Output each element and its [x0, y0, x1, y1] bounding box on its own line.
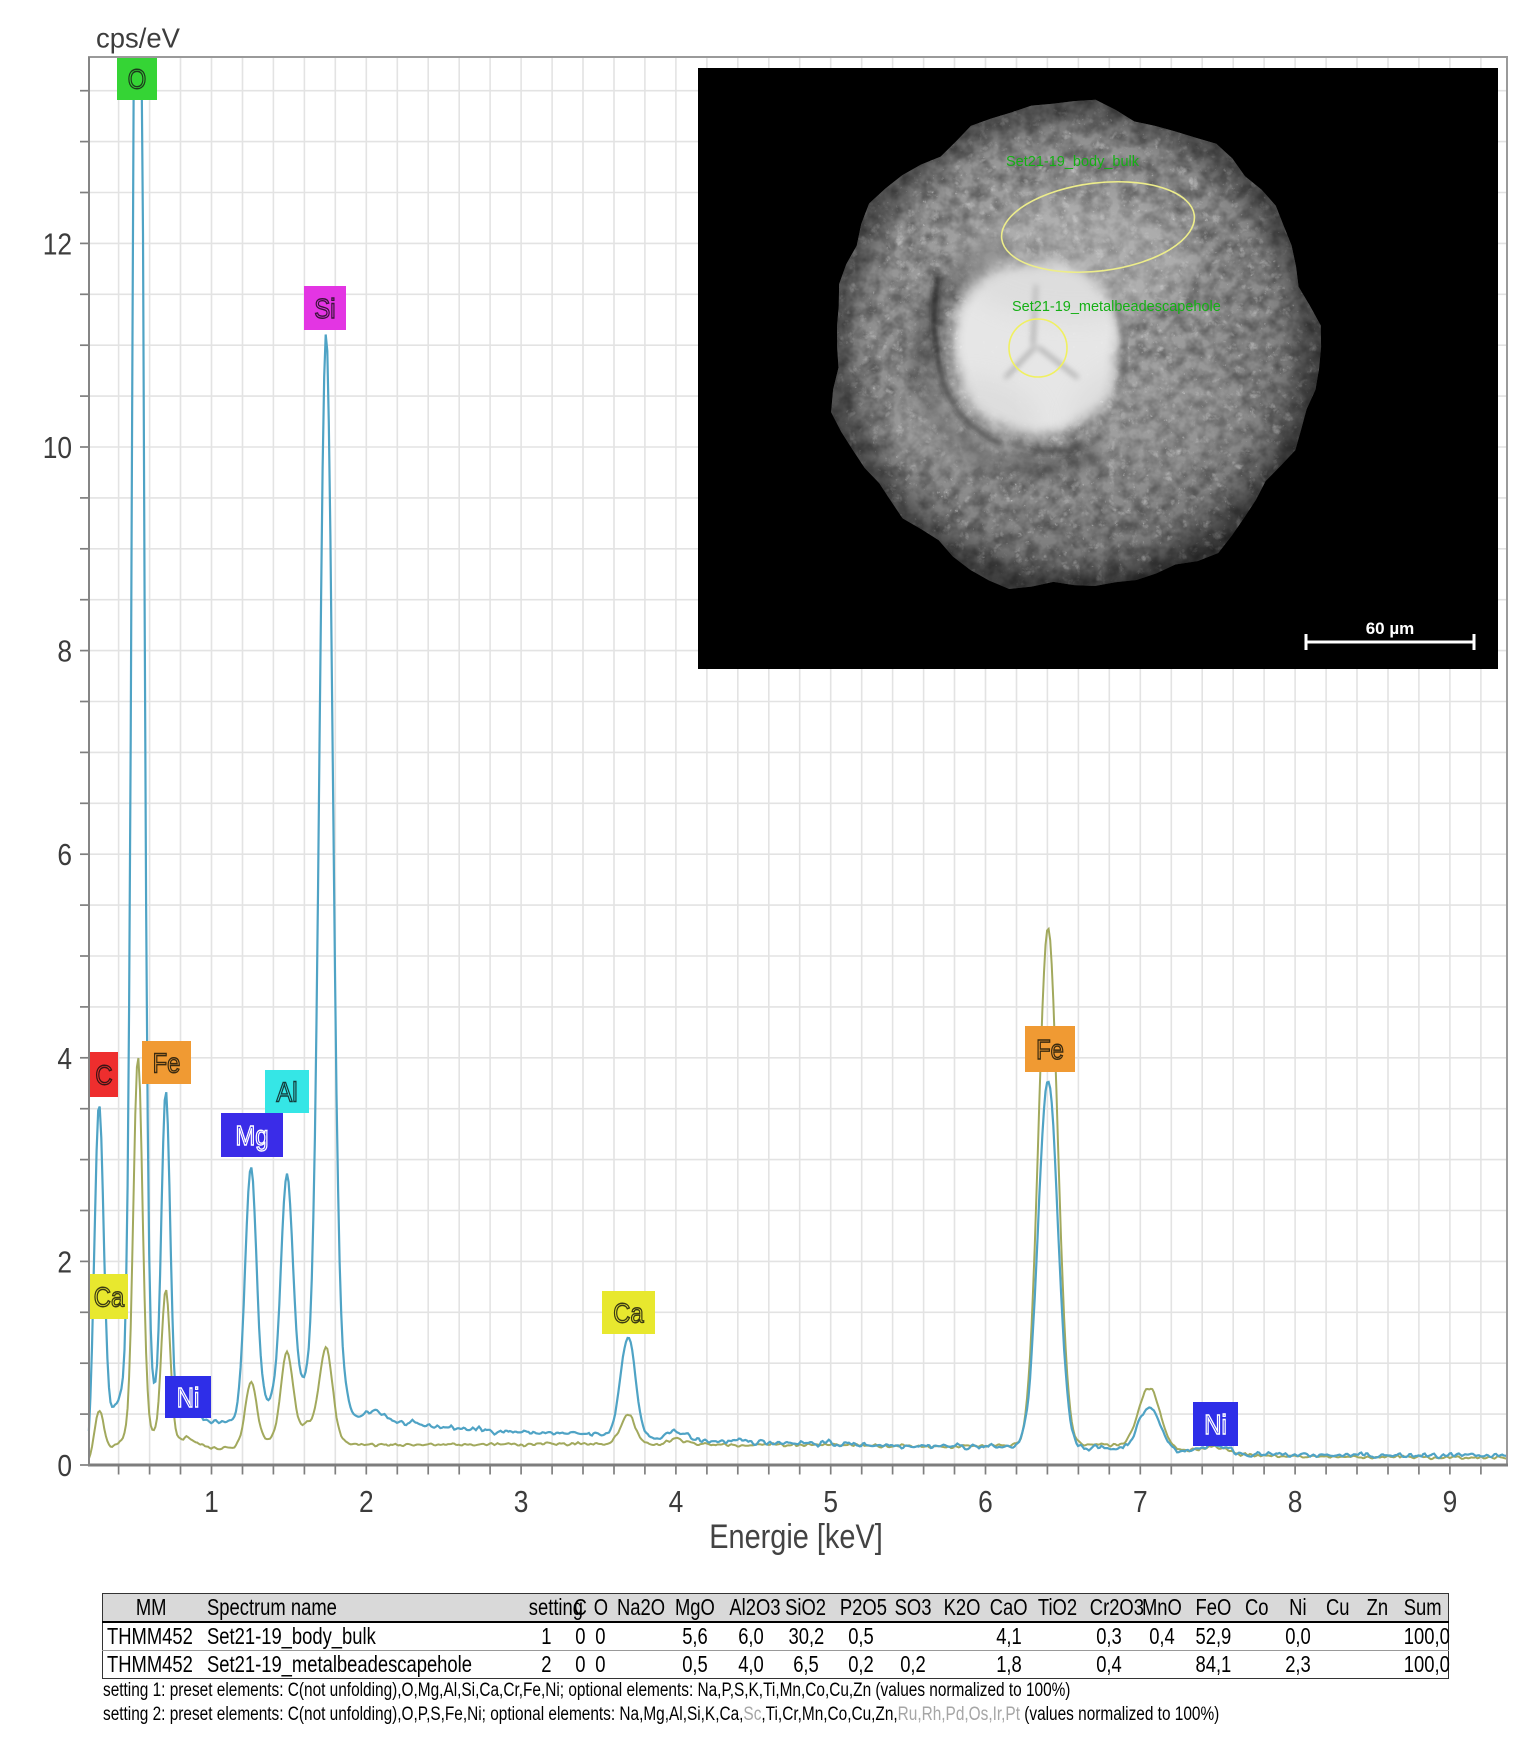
svg-text:6: 6: [978, 1485, 993, 1519]
svg-text:7: 7: [1133, 1485, 1148, 1519]
svg-text:1: 1: [204, 1485, 219, 1519]
svg-text:9: 9: [1443, 1485, 1458, 1519]
svg-text:0: 0: [57, 1449, 72, 1483]
svg-text:Fe: Fe: [1036, 1033, 1064, 1065]
svg-text:Fe: Fe: [153, 1047, 181, 1079]
svg-text:Ca: Ca: [94, 1281, 125, 1313]
svg-text:C: C: [95, 1059, 112, 1091]
svg-text:Si: Si: [314, 292, 335, 324]
svg-text:cps/eV: cps/eV: [96, 22, 180, 53]
svg-text:8: 8: [1288, 1485, 1303, 1519]
svg-text:Ni: Ni: [1204, 1408, 1226, 1440]
svg-text:6: 6: [57, 838, 72, 872]
svg-text:Ca: Ca: [613, 1297, 644, 1329]
svg-text:Mg: Mg: [235, 1119, 268, 1151]
svg-text:12: 12: [43, 227, 72, 261]
svg-text:4: 4: [57, 1042, 72, 1076]
svg-text:2: 2: [359, 1485, 374, 1519]
svg-text:3: 3: [514, 1485, 529, 1519]
svg-text:60 µm: 60 µm: [1366, 619, 1415, 638]
svg-text:4: 4: [669, 1485, 684, 1519]
svg-text:Al: Al: [276, 1076, 297, 1108]
svg-text:2: 2: [57, 1245, 72, 1279]
svg-text:5: 5: [823, 1485, 838, 1519]
svg-text:O: O: [128, 63, 147, 95]
svg-text:Set21-19_body_bulk: Set21-19_body_bulk: [1006, 154, 1140, 170]
svg-text:Energie [keV]: Energie [keV]: [709, 1517, 882, 1556]
svg-text:Set21-19_metalbeadescapehole: Set21-19_metalbeadescapehole: [1012, 299, 1221, 315]
svg-text:Ni: Ni: [177, 1381, 199, 1413]
svg-text:10: 10: [43, 431, 72, 465]
svg-text:8: 8: [57, 635, 72, 669]
